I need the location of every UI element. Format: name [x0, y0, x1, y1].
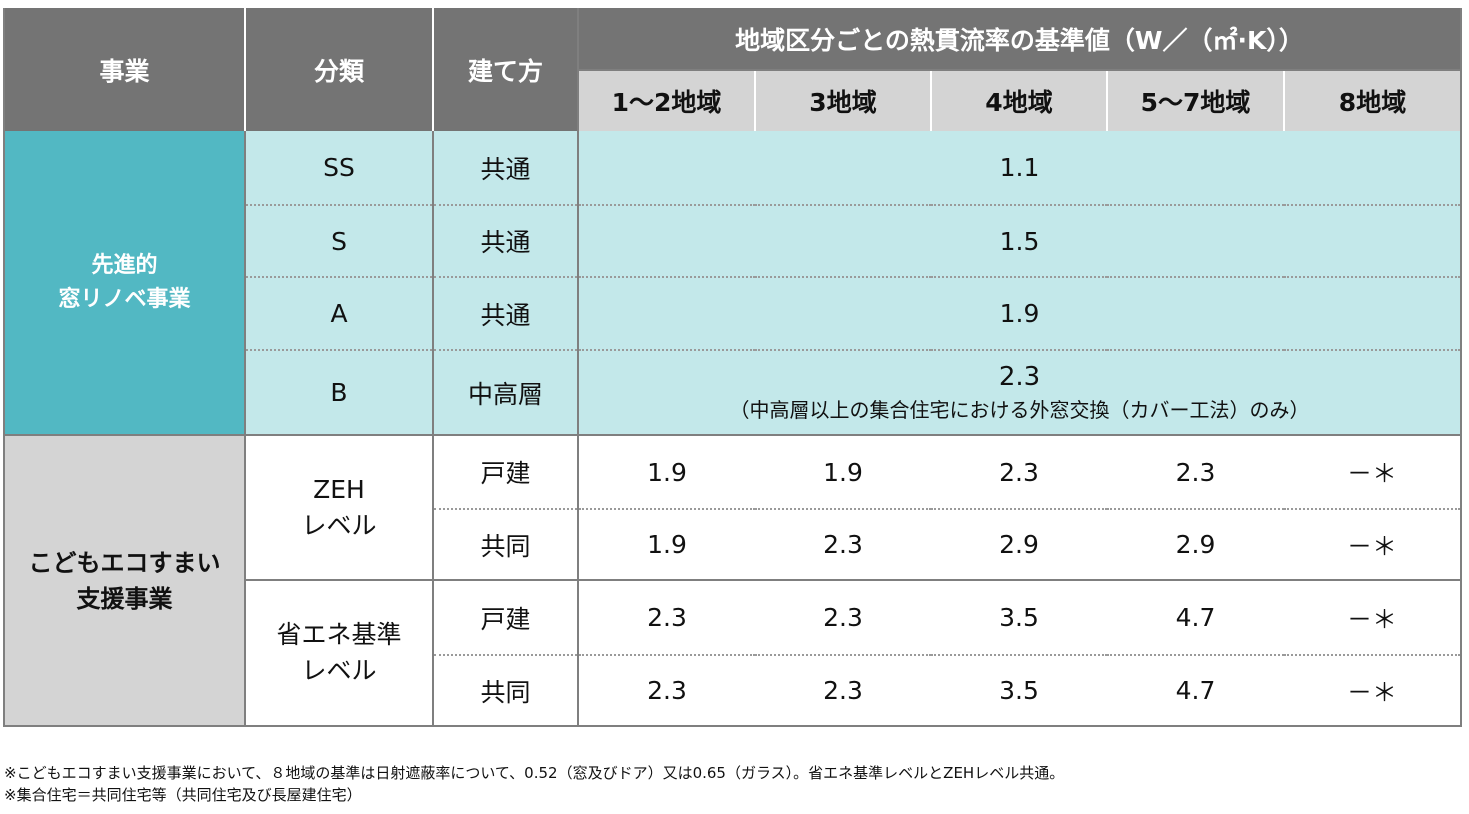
value-cell: 2.3 [755, 509, 931, 581]
category-cell-zeh-level: ZEH レベル [244, 435, 434, 581]
value-cell: 2.3 [755, 580, 931, 656]
category-label-line: 省エネ基準 [276, 620, 402, 649]
value-cell: 4.7 [1107, 655, 1284, 727]
footnote: ※こどもエコすまい支援事業において、８地域の基準は日射遮蔽率について、0.52（… [4, 764, 1065, 782]
category-cell: A [244, 277, 434, 351]
building-type-cell: 共通 [432, 205, 579, 278]
value-cell: 1.9 [577, 509, 755, 581]
value-cell: 2.3 [755, 655, 931, 727]
value-cell: 3.5 [931, 580, 1107, 656]
value-cell-all-regions: 2.3 （中高層以上の集合住宅における外窓交換（カバー工法）のみ） [577, 350, 1462, 436]
value-cell: 2.3 [577, 580, 755, 656]
header-region-3: 3地域 [754, 70, 932, 131]
value-cell: 4.7 [1107, 580, 1284, 656]
building-type-cell: 共通 [432, 131, 579, 206]
building-type-cell: 戸建 [432, 580, 579, 656]
category-cell: S [244, 205, 434, 278]
value-main: 2.3 [998, 362, 1041, 392]
building-type-cell: 共同 [432, 509, 579, 581]
header-region-5-7: 5～7地域 [1106, 70, 1285, 131]
table-row: B 中高層 2.3 （中高層以上の集合住宅における外窓交換（カバー工法）のみ） [4, 350, 1462, 436]
category-label-line: レベル [301, 510, 377, 540]
value-cell: 2.9 [931, 509, 1107, 581]
header-business: 事業 [3, 8, 246, 131]
business-label-line: 先進的 [91, 252, 158, 278]
value-cell: －＊ [1284, 435, 1462, 510]
building-type-cell: 共通 [432, 277, 579, 351]
value-cell: －＊ [1284, 580, 1462, 656]
table-row: こどもエコすまい 支援事業 ZEH レベル 戸建 1.9 1.9 2.3 2.3… [3, 435, 1462, 727]
table-row: 省エネ基準 レベル 戸建 2.3 2.3 3.5 4.7 －＊ [4, 580, 1462, 727]
value-cell: 2.9 [1107, 509, 1284, 581]
header-region-group-title: 地域区分ごとの熱貫流率の基準値（W／（㎡·K）） [577, 8, 1462, 71]
category-cell: B [244, 350, 434, 436]
category-cell-energy-saving-level: 省エネ基準 レベル [244, 580, 434, 727]
value-cell: 2.3 [577, 655, 755, 727]
table-row: S 共通 1.5 [4, 205, 1462, 278]
value-cell: 1.9 [577, 435, 755, 510]
value-cell-all-regions: 1.9 [577, 277, 1462, 351]
category-label-line: ZEH [313, 474, 365, 504]
value-cell: 2.3 [931, 435, 1107, 510]
building-type-cell: 中高層 [432, 350, 579, 436]
value-note: （中高層以上の集合住宅における外窓交換（カバー工法）のみ） [729, 398, 1310, 422]
footnote: ※集合住宅＝共同住宅等（共同住宅及び長屋建住宅） [4, 786, 362, 804]
table-row: A 共通 1.9 [4, 277, 1462, 351]
thermal-transmittance-standards-table: 事業 分類 建て方 地域区分ごとの熱貫流率の基準値（W／（㎡·K）） 1～2地域… [3, 8, 1462, 727]
footnotes: ※こどもエコすまい支援事業において、８地域の基準は日射遮蔽率について、0.52（… [4, 762, 1064, 806]
header-building-type: 建て方 [432, 8, 579, 131]
category-label-line: レベル [301, 656, 377, 685]
value-cell: 2.3 [1107, 435, 1284, 510]
business-label-line: 窓リノベ事業 [58, 286, 191, 312]
table-row: 共同 1.9 2.3 2.9 2.9 －＊ [4, 509, 1462, 581]
header-region-1-2: 1～2地域 [577, 70, 756, 131]
value-cell: －＊ [1284, 509, 1462, 581]
business-cell-window-renovation: 先進的 窓リノベ事業 [3, 131, 246, 436]
value-cell: －＊ [1284, 655, 1462, 727]
value-cell: 1.9 [755, 435, 931, 510]
business-label-line: こどもエコすまい [28, 548, 221, 577]
building-type-cell: 共同 [432, 655, 579, 727]
business-cell-kodomo-eco: こどもエコすまい 支援事業 [3, 435, 246, 727]
business-label-line: 支援事業 [76, 584, 173, 613]
header-region-4: 4地域 [930, 70, 1108, 131]
header-category: 分類 [244, 8, 434, 131]
header-region-8: 8地域 [1283, 70, 1462, 131]
building-type-cell: 戸建 [432, 435, 579, 510]
value-cell: 3.5 [931, 655, 1107, 727]
table-row: 共同 2.3 2.3 3.5 4.7 －＊ [4, 655, 1462, 727]
value-cell-all-regions: 1.1 [577, 131, 1462, 206]
value-cell-all-regions: 1.5 [577, 205, 1462, 278]
table-row: 先進的 窓リノベ事業 SS 共通 1.1 [3, 131, 1462, 436]
category-cell: SS [244, 131, 434, 206]
